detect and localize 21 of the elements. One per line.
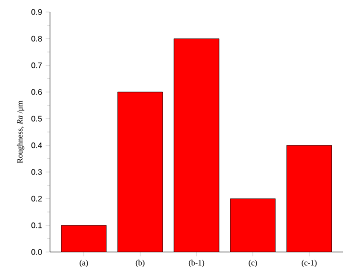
y-tick-label: 0.4 xyxy=(31,142,42,148)
y-tick-label: 0.2 xyxy=(31,196,42,202)
x-tick-label: (b-1) xyxy=(188,260,204,268)
y-tick-label: 0.7 xyxy=(31,62,42,68)
y-tick-label: 0.8 xyxy=(31,36,42,42)
y-tick-label: 0.9 xyxy=(31,9,42,15)
bar xyxy=(230,198,276,252)
bar xyxy=(286,145,332,252)
y-tick-label: 0.3 xyxy=(31,169,42,175)
y-axis-title: Roughness, Ra /μm xyxy=(16,100,24,164)
y-tick-label: 0.1 xyxy=(31,222,42,228)
x-tick-label: (a) xyxy=(80,260,88,268)
bar xyxy=(174,38,220,252)
bar xyxy=(118,92,163,252)
y-tick-label: 0.0 xyxy=(31,249,42,255)
y-tick-label: 0.6 xyxy=(31,89,42,95)
x-tick-label: (b) xyxy=(136,260,144,268)
x-tick-label: (c) xyxy=(248,260,257,268)
y-tick-label: 0.5 xyxy=(31,116,42,122)
bar xyxy=(61,225,106,252)
x-tick-label: (c-1) xyxy=(302,260,317,268)
